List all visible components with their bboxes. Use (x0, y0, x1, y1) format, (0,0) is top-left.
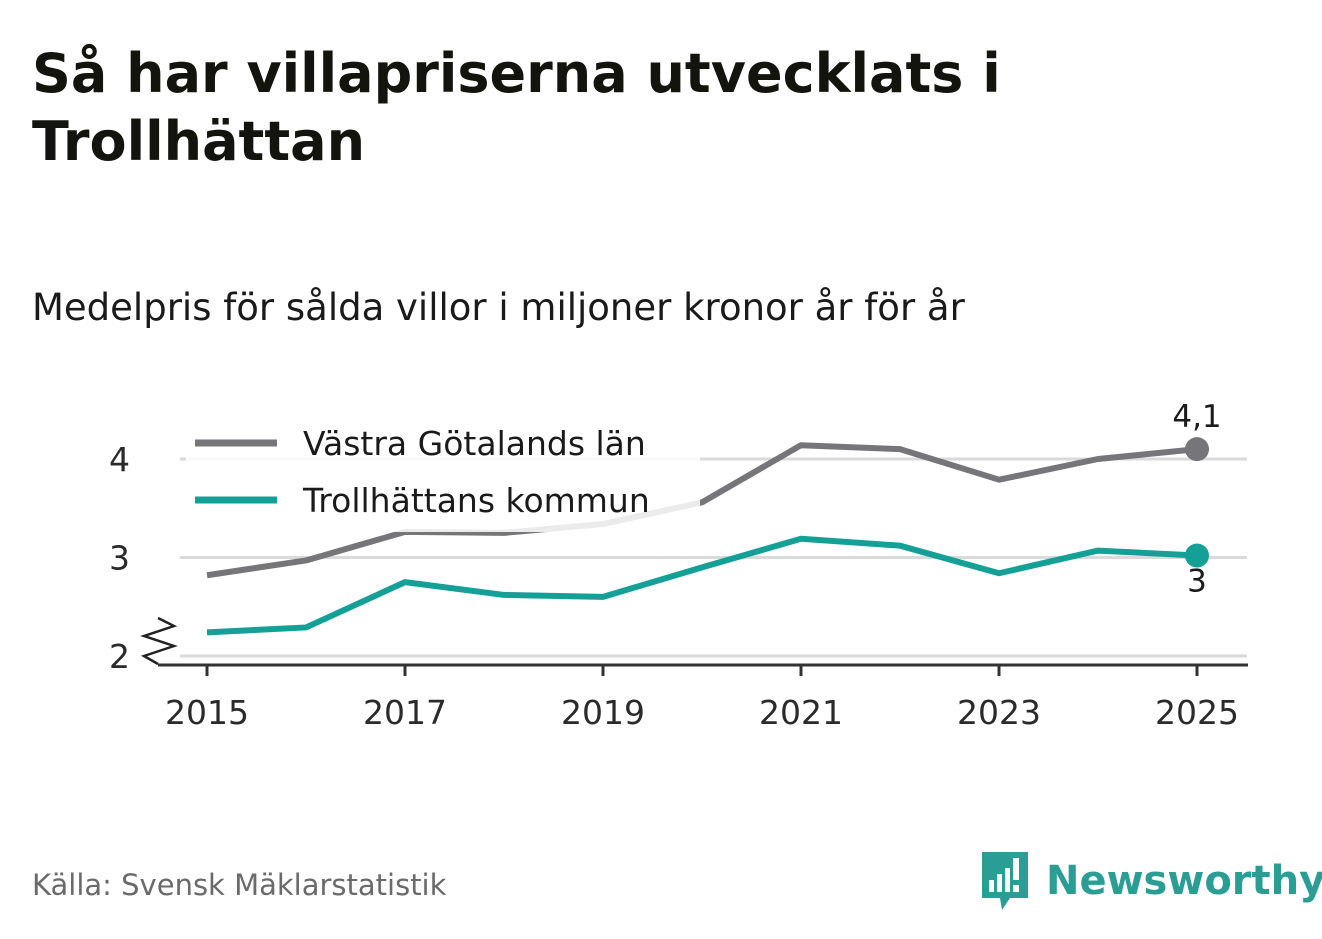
x-tick-label-2021: 2021 (759, 693, 843, 732)
end-marker-2 (1185, 543, 1209, 568)
x-tick-label-2015: 2015 (165, 693, 249, 732)
x-tick-label-2017: 2017 (363, 693, 447, 732)
y-tick-label-3: 3 (109, 539, 130, 578)
legend-background (186, 418, 700, 532)
source-note: Källa: Svensk Mäklarstatistik (32, 868, 447, 902)
x-tick-label-2019: 2019 (561, 693, 645, 732)
line-chart: 2 3 4 2015 2017 2019 2021 2023 2025 Västra Götala… (109, 399, 1248, 732)
y-tick-label-2: 2 (109, 637, 130, 676)
legend-label-2: Trollhättans kommun (302, 481, 650, 520)
end-label-1: 4,1 (1172, 399, 1221, 435)
end-label-2: 3 (1187, 564, 1207, 600)
end-marker-1 (1185, 437, 1209, 462)
legend-label-1: Västra Götalands län (303, 424, 646, 463)
series-line-2 (206, 535, 1198, 636)
bar-chart-speech-bubble-icon (982, 852, 1028, 910)
series-line-1 (206, 442, 1198, 579)
brand-name: Newsworthy (1046, 858, 1322, 904)
chart-title: Så har villapriserna utvecklats i Trollh… (32, 42, 1001, 173)
newsworthy-logo: Newsworthy (980, 848, 1322, 914)
chart-subtitle: Medelpris för sålda villor i miljoner kr… (32, 286, 965, 329)
x-tick-label-2025: 2025 (1155, 693, 1239, 732)
y-tick-label-4: 4 (109, 440, 130, 479)
x-tick-label-2023: 2023 (957, 693, 1041, 732)
axis-break-icon (140, 616, 178, 666)
